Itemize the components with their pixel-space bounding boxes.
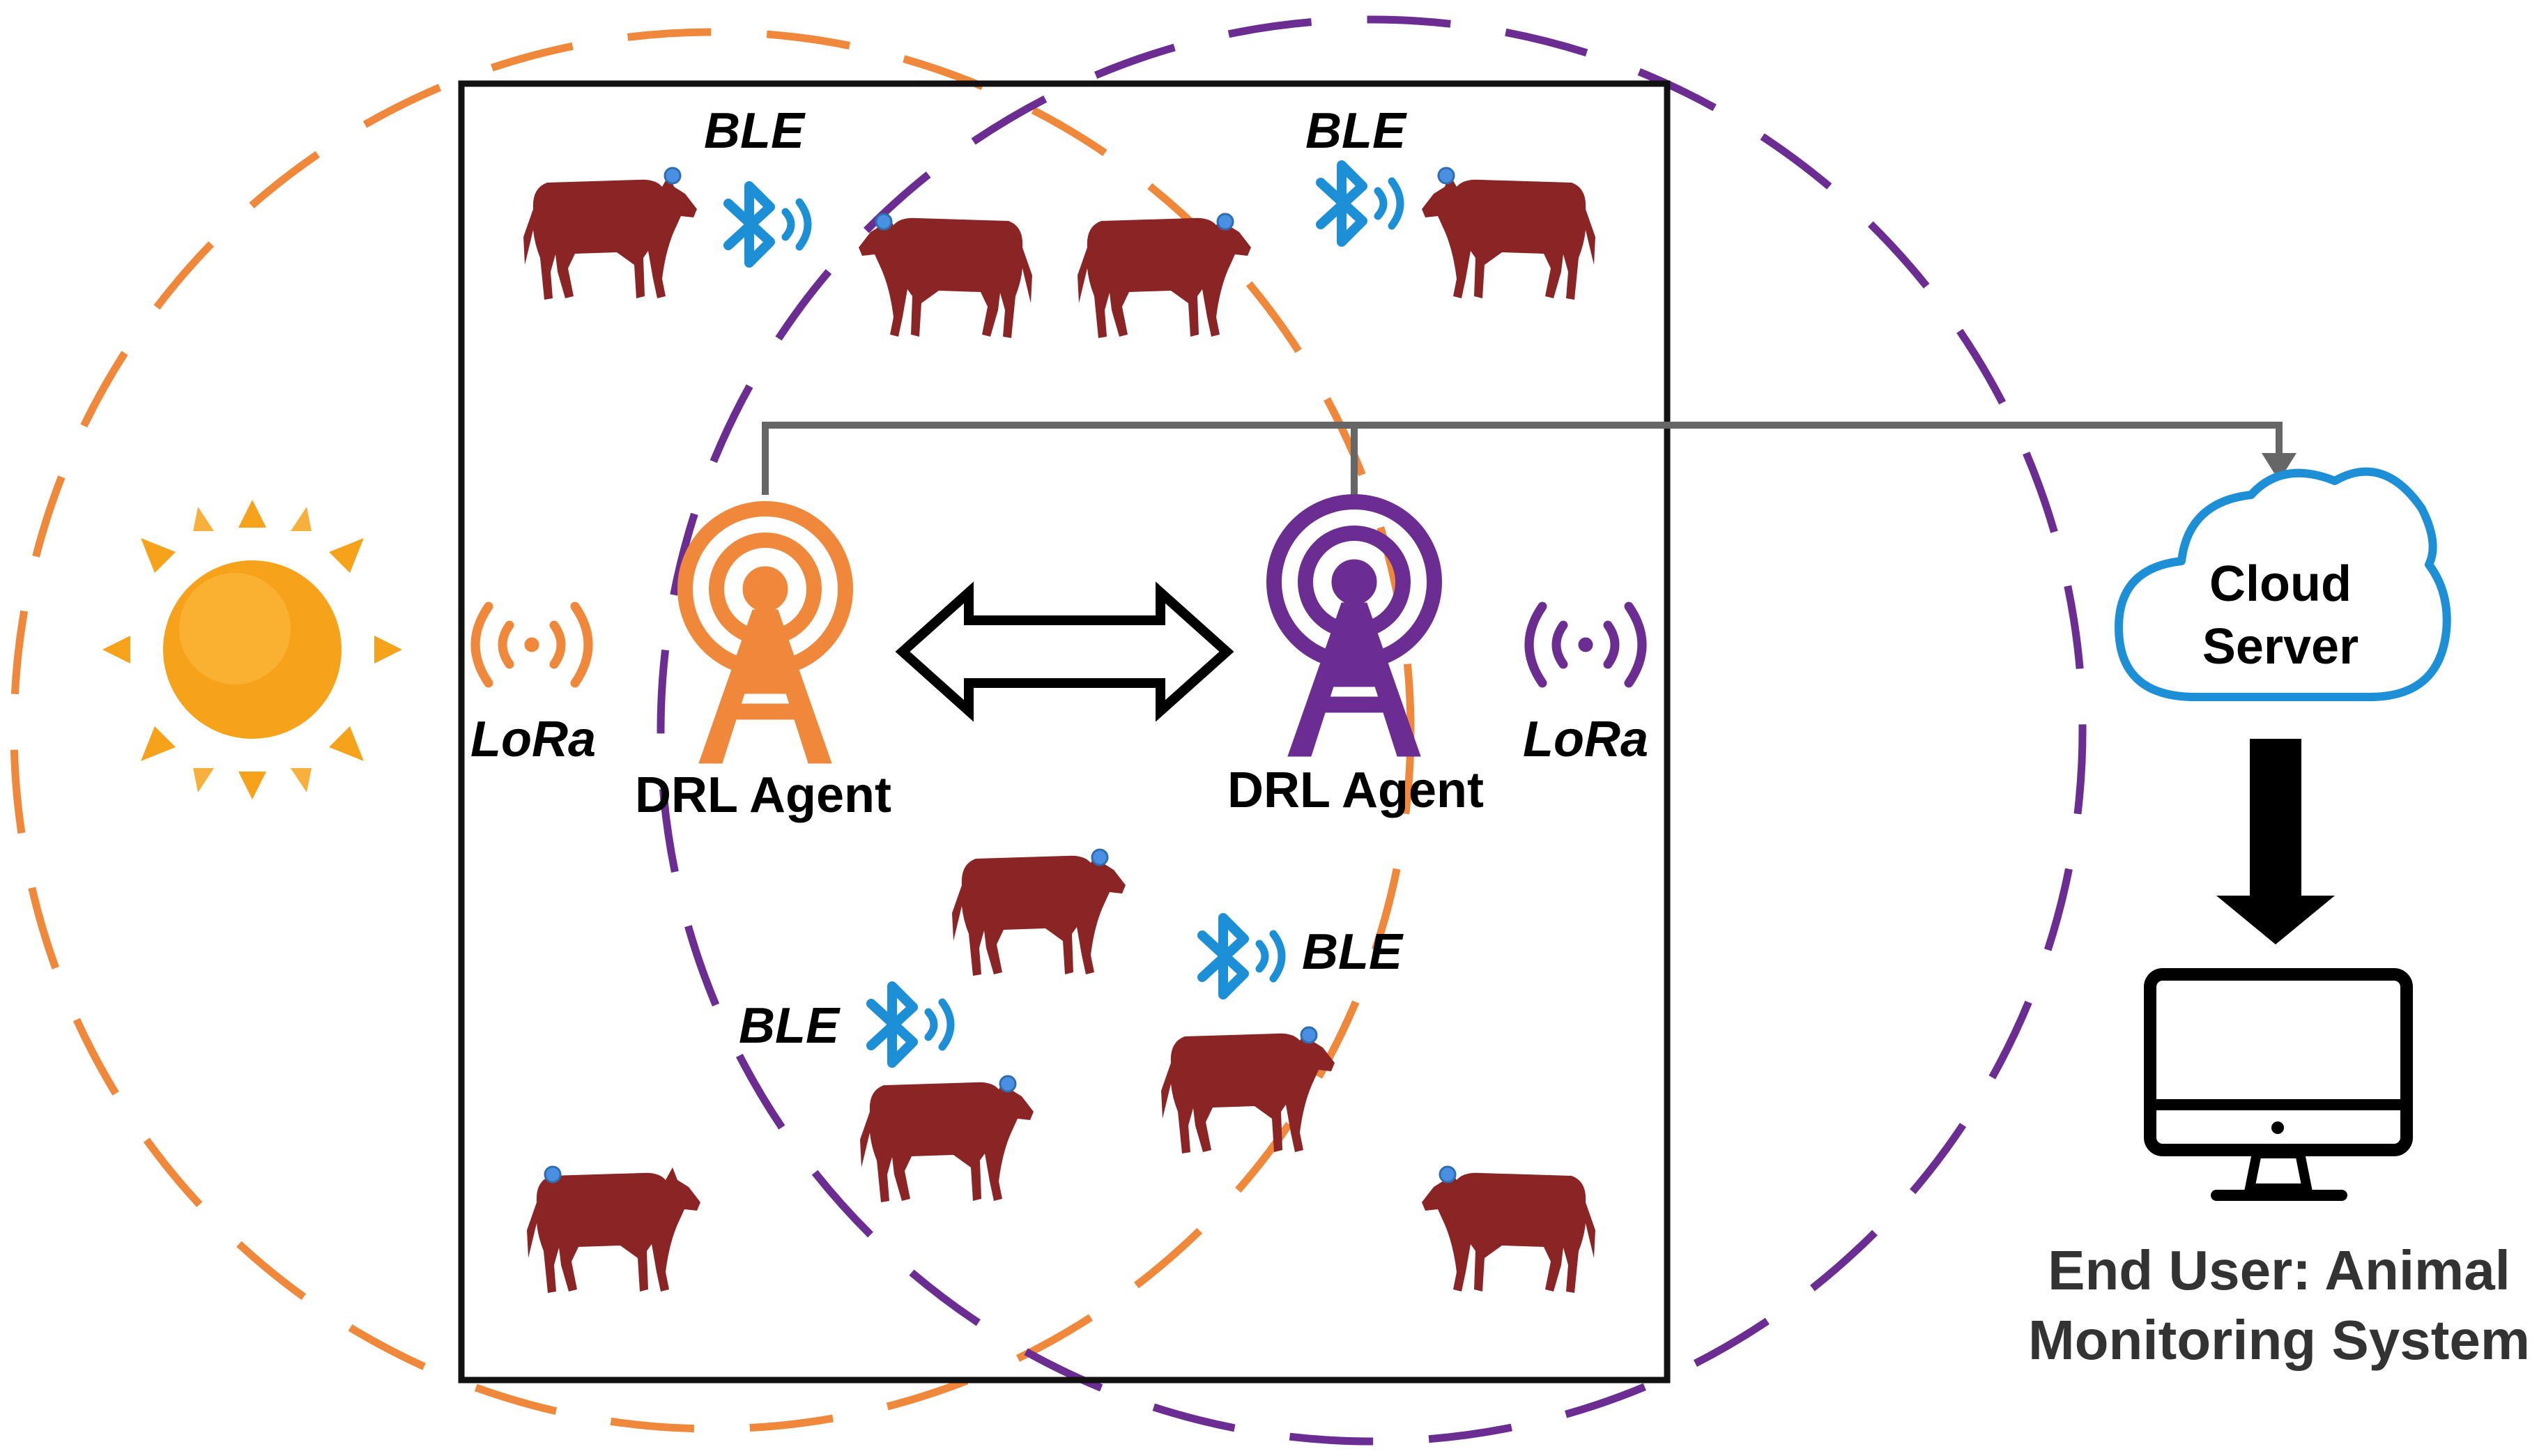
lora-label: LoRa (1523, 712, 1648, 767)
purple-coverage-circle (657, 15, 2087, 1446)
cow-icon (527, 1167, 700, 1293)
cloud-arrowhead (2262, 453, 2296, 481)
ble-label: BLE (704, 103, 806, 159)
cloud-label-line2: Server (2202, 619, 2359, 675)
end-user-label-line1: End User: Animal (2048, 1239, 2510, 1301)
agent-label-left: DRL Agent (635, 767, 891, 823)
ble-label: BLE (1302, 924, 1404, 980)
cow-icon (859, 213, 1032, 338)
sensor-tag-icon (1437, 167, 1455, 185)
tower-to-cloud-connector (762, 422, 2283, 495)
agent-label-right: DRL Agent (1227, 763, 1484, 818)
monitor-icon (2144, 968, 2413, 1201)
sensor-tag-icon (1216, 213, 1234, 231)
sensor-tag-icon (999, 1075, 1017, 1093)
down-arrow-icon (2216, 739, 2335, 944)
lora-signal-purple-icon (1529, 606, 1642, 683)
cloud-label-line1: Cloud (2209, 556, 2352, 612)
cow-icon (523, 174, 697, 300)
sensor-tag-icon (875, 213, 893, 231)
bluetooth-icon (728, 186, 808, 263)
bidirectional-arrow-icon (895, 581, 1234, 722)
cow-icon (1161, 1028, 1335, 1154)
cow-icon (952, 850, 1126, 976)
cow-icon (1422, 174, 1595, 300)
ble-label: BLE (739, 998, 841, 1054)
sensor-tag-icon (1091, 848, 1109, 866)
ble-label: BLE (1305, 103, 1407, 159)
sun-icon (102, 500, 402, 799)
sensor-tag-icon (1439, 1165, 1457, 1183)
end-user-label-line2: Monitoring System (2028, 1309, 2530, 1371)
drl-agent-tower-orange-icon (685, 509, 845, 763)
sensor-tag-icon (544, 1165, 562, 1183)
lora-signal-orange-icon (475, 606, 588, 683)
cow-icon (1422, 1167, 1595, 1293)
cow-icon (1078, 213, 1251, 338)
field-frame (458, 80, 1671, 1384)
lora-label: LoRa (470, 712, 596, 767)
sensor-tag-icon (1300, 1026, 1318, 1044)
bluetooth-icon (1202, 918, 1282, 995)
cow-icon (860, 1077, 1034, 1202)
bluetooth-icon (871, 986, 951, 1063)
bluetooth-icon (1321, 165, 1400, 242)
cloud-icon (2115, 467, 2451, 701)
sensor-tag-icon (664, 167, 682, 185)
